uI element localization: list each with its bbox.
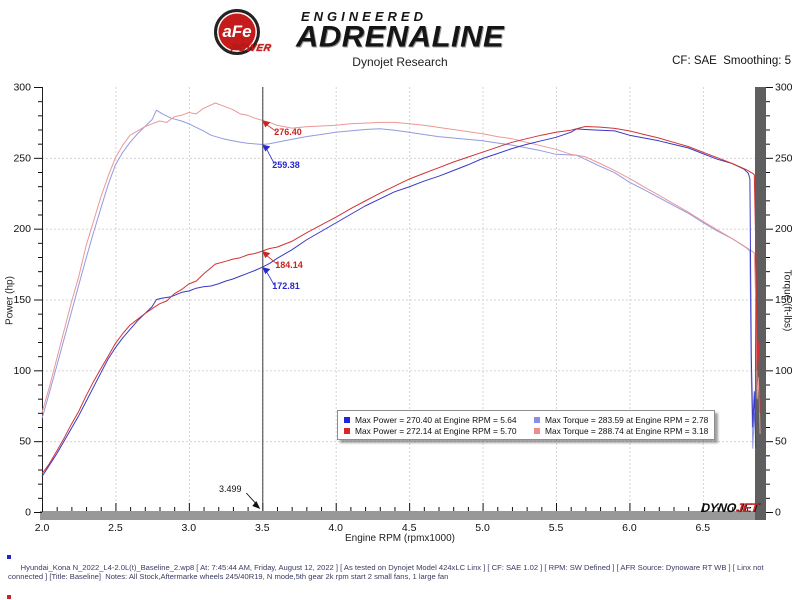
y-tick-label-right: 150 <box>775 294 793 306</box>
legend-label: Max Torque = 283.59 at Engine RPM = 2.78 <box>545 414 709 425</box>
legend-swatch-power-takeda <box>344 427 350 434</box>
y-tick-label-right: 0 <box>775 507 781 519</box>
x-tick-label: 3.0 <box>182 522 197 534</box>
legend-item: Max Torque = 288.74 at Engine RPM = 3.18 <box>534 425 710 436</box>
dynojet-watermark-dyno: DYNO <box>700 501 737 515</box>
x-axis-title-rpm: Engine RPM (rpmx1000) <box>344 533 456 544</box>
y-tick-label-left: 100 <box>13 365 31 377</box>
legend-item: Max Power = 272.14 at Engine RPM = 5.70 <box>344 425 534 436</box>
cursor-readout-arrow <box>262 144 271 152</box>
curve-torque-baseline <box>41 109 755 449</box>
report-title: Dynojet Research <box>352 55 448 69</box>
engineered-wordmark: ENGINEERED <box>301 9 427 24</box>
y-tick-label-right: 200 <box>775 223 793 235</box>
cursor-readout-leader <box>265 148 275 164</box>
legend-swatch-torque-baseline <box>534 416 540 423</box>
x-tick-label: 6.0 <box>622 522 637 534</box>
cursor-readout-leader <box>266 254 278 265</box>
cursor-readout-arrow <box>262 120 271 128</box>
run-bullet-takeda <box>7 594 11 599</box>
y-tick-label-right: 300 <box>775 82 793 94</box>
run-text: Hyundai_Kona N_2022_L4-2.0L(t)_Baseline_… <box>8 562 766 582</box>
legend-swatch-power-baseline <box>344 416 350 423</box>
run-info-takeda: Hyundai_Kona N_2022_L4-2.0L(t)_56-70058D… <box>0 593 797 600</box>
cursor-readout-arrow <box>262 251 271 259</box>
cursor-readout-value: 184.14 <box>275 260 303 271</box>
run-bullet-baseline <box>7 555 11 559</box>
y-tick-label-left: 50 <box>19 436 31 448</box>
y-tick-label-left: 200 <box>13 223 31 235</box>
x-axis-bar <box>40 511 766 520</box>
y-axis-title-power: Power (hp) <box>4 276 16 325</box>
legend-item: Max Power = 270.40 at Engine RPM = 5.64 <box>344 414 534 425</box>
y-tick-label-right: 250 <box>775 152 793 164</box>
y-tick-label-right: 100 <box>775 365 793 377</box>
power-wordmark: POWER <box>230 43 273 54</box>
y-tick-label-left: 250 <box>13 152 31 164</box>
smoothing-label: CF: SAE Smoothing: 5 <box>672 55 791 67</box>
cursor-readout-value: 259.38 <box>272 159 300 170</box>
y-tick-label-left: 0 <box>25 507 31 519</box>
cursor-rpm-label: 3.499 <box>219 484 242 494</box>
chart-legend: Max Power = 270.40 at Engine RPM = 5.64 … <box>337 410 715 440</box>
legend-label: Max Power = 272.14 at Engine RPM = 5.70 <box>355 425 517 436</box>
run-info-list: Hyundai_Kona N_2022_L4-2.0L(t)_Baseline_… <box>0 553 797 600</box>
x-tick-label: 3.5 <box>255 522 270 534</box>
legend-label: Max Power = 270.40 at Engine RPM = 5.64 <box>355 414 517 425</box>
x-tick-label: 5.5 <box>549 522 564 534</box>
cursor-rpm-arrow <box>252 501 261 509</box>
run-info-baseline: Hyundai_Kona N_2022_L4-2.0L(t)_Baseline_… <box>0 553 797 592</box>
afe-power-logo: aFe <box>214 9 260 55</box>
cursor-readout-leader <box>266 124 277 132</box>
cursor-readout-value: 172.81 <box>272 281 300 292</box>
cursor-readout-leader <box>265 270 275 286</box>
x-tick-label: 5.0 <box>475 522 490 534</box>
x-tick-label: 2.0 <box>35 522 50 534</box>
cursor-readout-arrow <box>262 267 271 275</box>
right-axis-bar <box>755 87 766 520</box>
legend-label: Max Torque = 288.74 at Engine RPM = 3.18 <box>545 425 709 436</box>
curve-torque-takeda <box>41 102 761 435</box>
cursor-rpm-leader <box>245 492 257 505</box>
legend-item: Max Torque = 283.59 at Engine RPM = 2.78 <box>534 414 710 425</box>
y-tick-label-left: 150 <box>13 294 31 306</box>
curve-power-takeda <box>41 126 761 475</box>
adrenaline-wordmark: ADRENALINE <box>296 19 505 54</box>
curve-power-baseline <box>41 128 757 477</box>
cursor-readout-value: 276.40 <box>274 127 302 138</box>
dynojet-watermark: DYNOJET <box>700 501 758 515</box>
y-tick-label-left: 300 <box>13 82 31 94</box>
dynojet-watermark-jet: JET <box>735 501 759 515</box>
x-tick-label: 4.0 <box>328 522 343 534</box>
afe-badge-text: aFe <box>222 22 252 41</box>
x-tick-label: 2.5 <box>108 522 123 534</box>
y-axis-title-torque: Torque (ft-lbs) <box>781 269 793 332</box>
y-tick-label-right: 50 <box>775 436 787 448</box>
x-tick-label: 6.5 <box>696 522 711 534</box>
legend-swatch-torque-takeda <box>534 427 540 434</box>
x-tick-label: 4.5 <box>402 522 417 534</box>
